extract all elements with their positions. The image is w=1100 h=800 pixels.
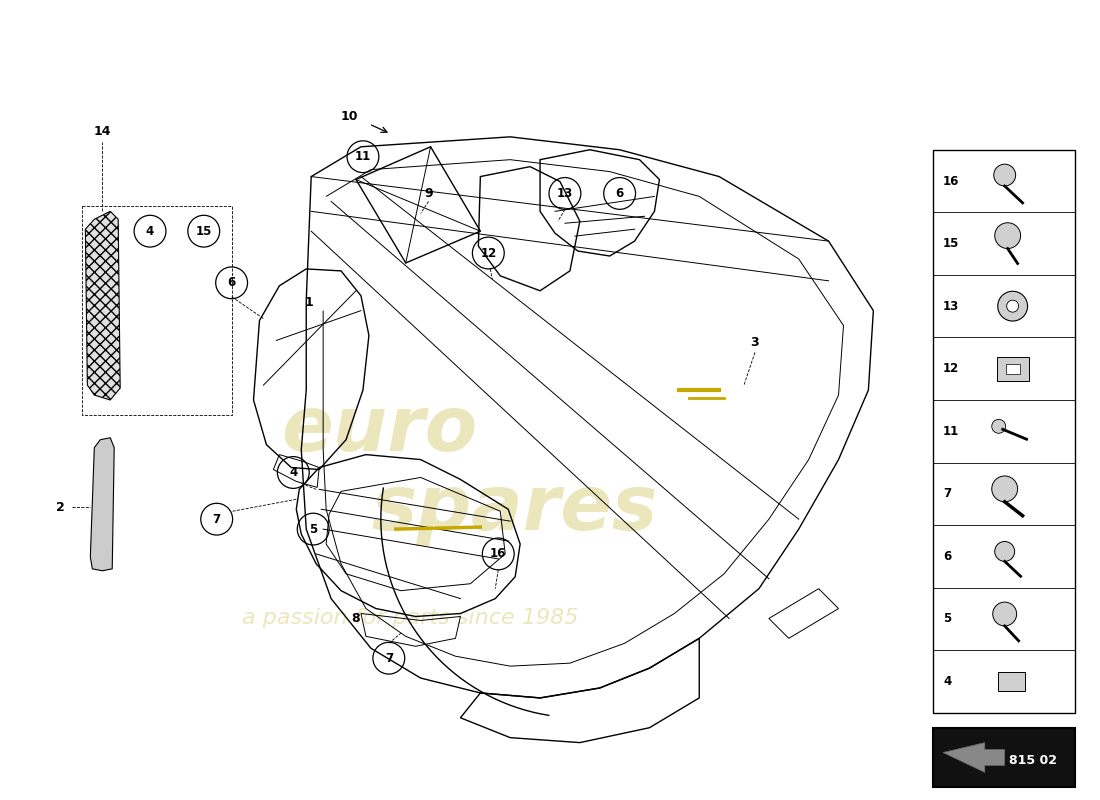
Text: 10: 10	[340, 110, 358, 123]
Text: 7: 7	[212, 513, 221, 526]
Text: 4: 4	[943, 675, 951, 688]
Text: 8: 8	[352, 612, 361, 625]
Text: 13: 13	[943, 300, 959, 313]
Circle shape	[994, 222, 1021, 249]
Circle shape	[994, 542, 1014, 562]
Text: 815 02: 815 02	[1009, 754, 1057, 767]
Text: 3: 3	[750, 336, 759, 349]
Text: 4: 4	[146, 225, 154, 238]
Text: 6: 6	[228, 276, 235, 290]
Text: 16: 16	[943, 174, 959, 187]
Text: 12: 12	[481, 246, 496, 259]
Text: 11: 11	[943, 425, 959, 438]
Text: euro: euro	[282, 393, 477, 466]
Text: 5: 5	[309, 522, 317, 535]
Text: 15: 15	[196, 225, 212, 238]
FancyBboxPatch shape	[933, 728, 1076, 787]
Text: 13: 13	[557, 187, 573, 200]
Circle shape	[992, 476, 1018, 502]
Circle shape	[993, 602, 1016, 626]
Text: 16: 16	[491, 547, 506, 561]
Circle shape	[993, 164, 1015, 186]
Circle shape	[998, 291, 1027, 321]
Text: 14: 14	[94, 126, 111, 138]
Text: 7: 7	[943, 487, 951, 500]
Polygon shape	[86, 211, 120, 400]
Circle shape	[992, 419, 1005, 434]
Polygon shape	[943, 742, 1004, 772]
Circle shape	[1006, 300, 1019, 312]
Polygon shape	[90, 438, 114, 571]
Polygon shape	[1005, 364, 1020, 374]
Text: 1: 1	[305, 296, 314, 309]
Text: 5: 5	[943, 613, 951, 626]
Text: 11: 11	[355, 150, 371, 163]
Polygon shape	[998, 672, 1024, 691]
Text: spares: spares	[371, 472, 658, 546]
Text: a passion for parts since 1985: a passion for parts since 1985	[242, 609, 578, 629]
Text: 12: 12	[943, 362, 959, 375]
Text: 7: 7	[385, 652, 393, 665]
FancyBboxPatch shape	[933, 150, 1076, 713]
Text: 6: 6	[616, 187, 624, 200]
Text: 4: 4	[289, 466, 297, 479]
Text: 15: 15	[943, 237, 959, 250]
Text: 2: 2	[56, 501, 65, 514]
Text: 6: 6	[943, 550, 951, 563]
Polygon shape	[997, 357, 1028, 381]
Text: 9: 9	[425, 187, 433, 200]
